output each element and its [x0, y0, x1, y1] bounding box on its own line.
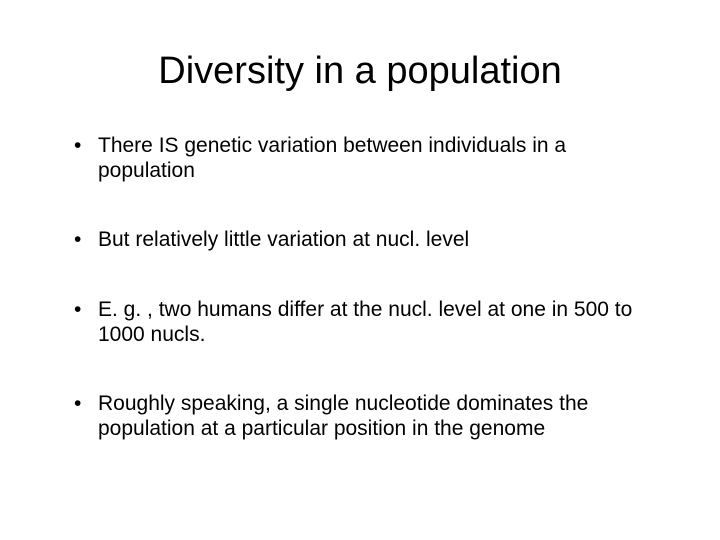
slide: Diversity in a population There IS genet… [0, 0, 720, 540]
slide-title: Diversity in a population [60, 50, 660, 93]
bullet-item: There IS genetic variation between indiv… [70, 133, 660, 183]
bullet-item: But relatively little variation at nucl.… [70, 227, 660, 252]
bullet-list: There IS genetic variation between indiv… [60, 133, 660, 441]
bullet-item: E. g. , two humans differ at the nucl. l… [70, 297, 660, 347]
bullet-item: Roughly speaking, a single nucleotide do… [70, 391, 660, 441]
